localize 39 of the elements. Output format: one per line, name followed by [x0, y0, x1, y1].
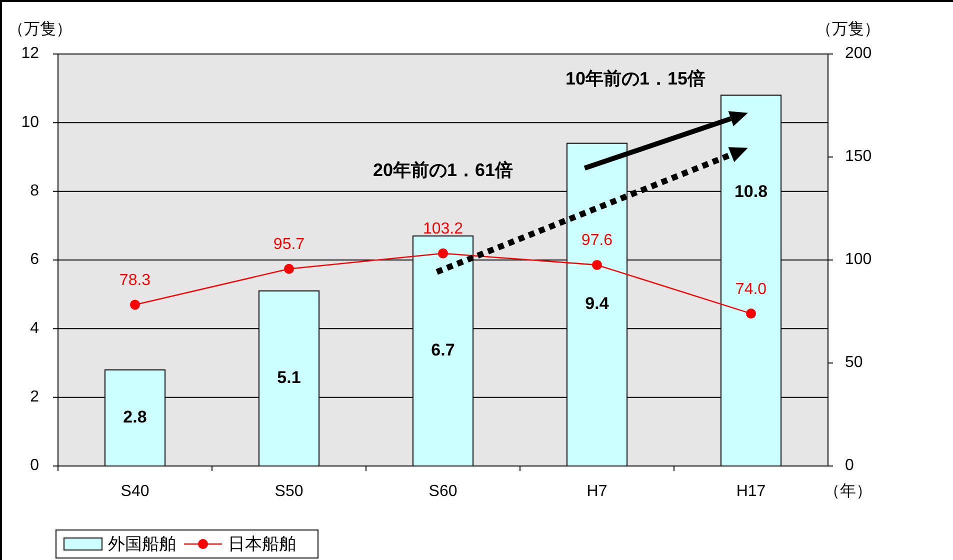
data-label: 78.3: [119, 272, 151, 289]
data-label: 10.8: [734, 182, 768, 201]
y-tick-label: 12: [21, 45, 40, 62]
x-axis-title: （年）: [824, 483, 872, 500]
point: [130, 300, 140, 310]
y-tick-label: 10: [21, 114, 40, 131]
y2-tick-label: 150: [845, 148, 872, 166]
data-label: 9.4: [585, 294, 610, 314]
data-label: 103.2: [422, 220, 464, 238]
point: [592, 260, 602, 270]
x-tick-label: S40: [120, 483, 150, 500]
data-label: 95.7: [273, 236, 305, 254]
y-tick-label: 4: [30, 320, 40, 337]
point: [284, 264, 294, 274]
legend-label: 外国船舶: [108, 534, 176, 554]
y-tick-label: 6: [30, 251, 40, 268]
y-tick-label: 2: [30, 388, 40, 406]
y2-tick-label: 200: [845, 45, 872, 62]
point: [746, 308, 756, 319]
y-tick-label: 0: [30, 457, 40, 474]
data-label: 2.8: [123, 407, 147, 426]
data-label: 97.6: [581, 232, 613, 250]
data-label: 5.1: [277, 368, 301, 387]
y-tick-label: 8: [30, 182, 40, 200]
y2-tick-label: 0: [845, 457, 854, 474]
legend-label: 日本船舶: [228, 534, 296, 554]
point: [438, 248, 448, 258]
y2-tick-label: 50: [845, 354, 863, 372]
x-tick-label: S60: [428, 483, 458, 500]
x-tick-label: H7: [586, 483, 608, 500]
y-axis-title: （万隻）: [8, 20, 72, 38]
data-label: 74.0: [735, 280, 767, 298]
annotation: 10年前の1．15倍: [565, 68, 706, 89]
data-label: 6.7: [431, 340, 455, 360]
y2-axis-title: （万隻）: [816, 20, 880, 38]
x-tick-label: S50: [274, 483, 304, 500]
x-tick-label: H17: [736, 483, 766, 500]
annotation: 20年前の1．61倍: [372, 160, 514, 180]
y2-tick-label: 100: [845, 251, 872, 268]
